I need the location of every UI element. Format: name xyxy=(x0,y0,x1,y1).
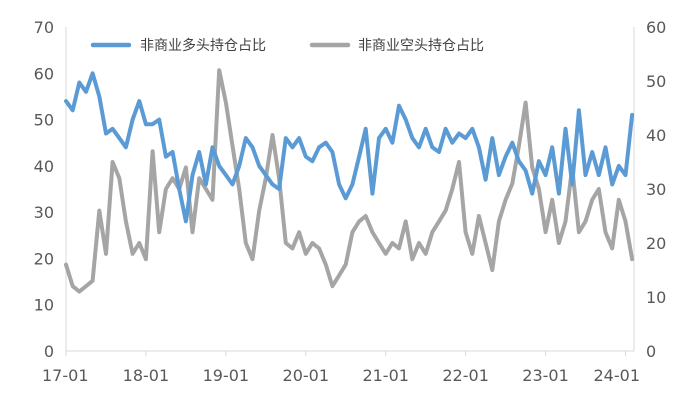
y-left-tick-label: 0 xyxy=(44,342,54,361)
y-right-tick-label: 60 xyxy=(646,18,666,37)
y-right-tick-label: 30 xyxy=(646,180,666,199)
x-tick-label: 20-01 xyxy=(283,366,330,385)
series-line-short xyxy=(64,68,635,294)
x-tick-label: 24-01 xyxy=(594,366,641,385)
chart-axes: 0 10 20 30 40 50 60 70 0 10 20 30 40 50 60 17-01 18-01 19… xyxy=(34,18,667,385)
y-right-tick-label: 40 xyxy=(646,126,666,145)
y-left-tick-label: 10 xyxy=(34,296,54,315)
x-tick-label: 22-01 xyxy=(442,366,489,385)
x-tick-label: 19-01 xyxy=(203,366,250,385)
y-right-tick-label: 50 xyxy=(646,72,666,91)
legend-label-long: 非商业多头持仓占比 xyxy=(140,37,266,54)
chart-series xyxy=(64,68,635,294)
legend-label-short: 非商业空头持仓占比 xyxy=(358,38,484,54)
y-left-tick-label: 50 xyxy=(34,111,54,130)
y-right-tick-label: 20 xyxy=(646,234,666,253)
x-tick-label: 21-01 xyxy=(362,366,409,385)
y-right-tick-label: 10 xyxy=(646,288,666,307)
y-right-tick-label: 0 xyxy=(646,342,656,361)
y-left-tick-label: 70 xyxy=(34,18,54,37)
x-tick-label: 23-01 xyxy=(522,366,569,385)
y-left-tick-label: 20 xyxy=(34,249,54,268)
y-left-tick-label: 40 xyxy=(34,157,54,176)
y-left-tick-label: 60 xyxy=(34,64,54,83)
y-left-tick-label: 30 xyxy=(34,203,54,222)
x-tick-label: 18-01 xyxy=(123,366,170,385)
x-tick-label: 17-01 xyxy=(42,366,89,385)
series-line-long xyxy=(64,71,635,224)
chart-legend: 非商业多头持仓占比 非商业空头持仓占比 xyxy=(90,37,484,54)
